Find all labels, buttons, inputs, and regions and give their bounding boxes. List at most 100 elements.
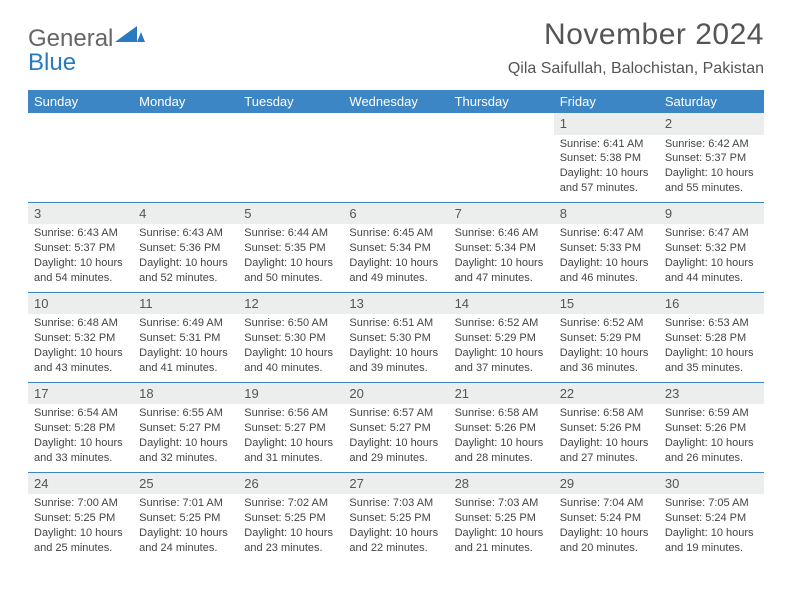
sunset-text: Sunset: 5:31 PM [139, 331, 232, 346]
day-details: Sunrise: 6:48 AMSunset: 5:32 PMDaylight:… [34, 316, 127, 375]
weekday-header: Wednesday [343, 90, 448, 113]
calendar-week-row: 10Sunrise: 6:48 AMSunset: 5:32 PMDayligh… [28, 292, 764, 382]
sunrise-text: Sunrise: 6:48 AM [34, 316, 127, 331]
sunrise-text: Sunrise: 6:54 AM [34, 406, 127, 421]
calendar-day-cell: 28Sunrise: 7:03 AMSunset: 5:25 PMDayligh… [449, 472, 554, 561]
sunset-text: Sunset: 5:24 PM [560, 511, 653, 526]
weekday-header: Monday [133, 90, 238, 113]
day-details: Sunrise: 6:43 AMSunset: 5:37 PMDaylight:… [34, 226, 127, 285]
sunset-text: Sunset: 5:24 PM [665, 511, 758, 526]
sunset-text: Sunset: 5:32 PM [34, 331, 127, 346]
day-number: 20 [343, 383, 448, 405]
sunrise-text: Sunrise: 6:43 AM [34, 226, 127, 241]
day-number: 17 [28, 383, 133, 405]
daylight-text: Daylight: 10 hours and 25 minutes. [34, 526, 127, 556]
sunrise-text: Sunrise: 6:47 AM [560, 226, 653, 241]
calendar-day-cell [449, 113, 554, 202]
page-subtitle: Qila Saifullah, Balochistan, Pakistan [508, 60, 764, 78]
sunrise-text: Sunrise: 6:57 AM [349, 406, 442, 421]
sunset-text: Sunset: 5:29 PM [560, 331, 653, 346]
day-details: Sunrise: 6:50 AMSunset: 5:30 PMDaylight:… [244, 316, 337, 375]
calendar-day-cell [28, 113, 133, 202]
sunrise-text: Sunrise: 7:01 AM [139, 496, 232, 511]
sunrise-text: Sunrise: 6:41 AM [560, 137, 653, 152]
day-number: 22 [554, 383, 659, 405]
calendar-day-cell: 5Sunrise: 6:44 AMSunset: 5:35 PMDaylight… [238, 202, 343, 292]
daylight-text: Daylight: 10 hours and 20 minutes. [560, 526, 653, 556]
daylight-text: Daylight: 10 hours and 26 minutes. [665, 436, 758, 466]
calendar-day-cell: 1Sunrise: 6:41 AMSunset: 5:38 PMDaylight… [554, 113, 659, 202]
day-number: 29 [554, 473, 659, 495]
day-details: Sunrise: 6:43 AMSunset: 5:36 PMDaylight:… [139, 226, 232, 285]
sunset-text: Sunset: 5:29 PM [455, 331, 548, 346]
daylight-text: Daylight: 10 hours and 36 minutes. [560, 346, 653, 376]
sunrise-text: Sunrise: 6:58 AM [560, 406, 653, 421]
day-number: 15 [554, 293, 659, 315]
sunrise-text: Sunrise: 6:46 AM [455, 226, 548, 241]
sunrise-text: Sunrise: 7:00 AM [34, 496, 127, 511]
calendar-day-cell [133, 113, 238, 202]
daylight-text: Daylight: 10 hours and 33 minutes. [34, 436, 127, 466]
calendar-day-cell: 19Sunrise: 6:56 AMSunset: 5:27 PMDayligh… [238, 382, 343, 472]
sunset-text: Sunset: 5:27 PM [244, 421, 337, 436]
calendar-day-cell: 8Sunrise: 6:47 AMSunset: 5:33 PMDaylight… [554, 202, 659, 292]
day-number: 3 [28, 203, 133, 225]
sunrise-text: Sunrise: 7:05 AM [665, 496, 758, 511]
calendar-day-cell: 30Sunrise: 7:05 AMSunset: 5:24 PMDayligh… [659, 472, 764, 561]
daylight-text: Daylight: 10 hours and 46 minutes. [560, 256, 653, 286]
daylight-text: Daylight: 10 hours and 47 minutes. [455, 256, 548, 286]
logo-word-blue: Blue [28, 49, 76, 76]
day-number: 24 [28, 473, 133, 495]
sunrise-text: Sunrise: 7:03 AM [455, 496, 548, 511]
sunset-text: Sunset: 5:25 PM [455, 511, 548, 526]
calendar-day-cell: 14Sunrise: 6:52 AMSunset: 5:29 PMDayligh… [449, 292, 554, 382]
day-details [455, 137, 548, 195]
sunset-text: Sunset: 5:34 PM [455, 241, 548, 256]
calendar-day-cell: 11Sunrise: 6:49 AMSunset: 5:31 PMDayligh… [133, 292, 238, 382]
sunset-text: Sunset: 5:30 PM [349, 331, 442, 346]
calendar-week-row: 1Sunrise: 6:41 AMSunset: 5:38 PMDaylight… [28, 113, 764, 202]
day-number: 1 [554, 113, 659, 135]
calendar-day-cell: 18Sunrise: 6:55 AMSunset: 5:27 PMDayligh… [133, 382, 238, 472]
day-details: Sunrise: 6:58 AMSunset: 5:26 PMDaylight:… [560, 406, 653, 465]
day-number: 12 [238, 293, 343, 315]
day-number: 2 [659, 113, 764, 135]
sunset-text: Sunset: 5:38 PM [560, 151, 653, 166]
calendar-day-cell: 12Sunrise: 6:50 AMSunset: 5:30 PMDayligh… [238, 292, 343, 382]
day-number: 10 [28, 293, 133, 315]
sunset-text: Sunset: 5:26 PM [455, 421, 548, 436]
calendar-day-cell: 7Sunrise: 6:46 AMSunset: 5:34 PMDaylight… [449, 202, 554, 292]
weekday-header: Thursday [449, 90, 554, 113]
day-details: Sunrise: 6:42 AMSunset: 5:37 PMDaylight:… [665, 137, 758, 196]
day-details: Sunrise: 6:44 AMSunset: 5:35 PMDaylight:… [244, 226, 337, 285]
calendar-day-cell: 20Sunrise: 6:57 AMSunset: 5:27 PMDayligh… [343, 382, 448, 472]
sunset-text: Sunset: 5:30 PM [244, 331, 337, 346]
calendar-day-cell: 29Sunrise: 7:04 AMSunset: 5:24 PMDayligh… [554, 472, 659, 561]
calendar-day-cell: 3Sunrise: 6:43 AMSunset: 5:37 PMDaylight… [28, 202, 133, 292]
day-number: 16 [659, 293, 764, 315]
sunrise-text: Sunrise: 6:53 AM [665, 316, 758, 331]
calendar-table: Sunday Monday Tuesday Wednesday Thursday… [28, 90, 764, 562]
weekday-header: Tuesday [238, 90, 343, 113]
daylight-text: Daylight: 10 hours and 21 minutes. [455, 526, 548, 556]
sunset-text: Sunset: 5:25 PM [244, 511, 337, 526]
day-details: Sunrise: 6:59 AMSunset: 5:26 PMDaylight:… [665, 406, 758, 465]
calendar-day-cell: 26Sunrise: 7:02 AMSunset: 5:25 PMDayligh… [238, 472, 343, 561]
calendar-day-cell: 4Sunrise: 6:43 AMSunset: 5:36 PMDaylight… [133, 202, 238, 292]
sunrise-text: Sunrise: 6:56 AM [244, 406, 337, 421]
daylight-text: Daylight: 10 hours and 29 minutes. [349, 436, 442, 466]
day-details: Sunrise: 6:49 AMSunset: 5:31 PMDaylight:… [139, 316, 232, 375]
day-details: Sunrise: 6:51 AMSunset: 5:30 PMDaylight:… [349, 316, 442, 375]
sunrise-text: Sunrise: 6:52 AM [455, 316, 548, 331]
calendar-day-cell: 15Sunrise: 6:52 AMSunset: 5:29 PMDayligh… [554, 292, 659, 382]
weekday-header-row: Sunday Monday Tuesday Wednesday Thursday… [28, 90, 764, 113]
calendar-day-cell [343, 113, 448, 202]
day-number: 13 [343, 293, 448, 315]
daylight-text: Daylight: 10 hours and 41 minutes. [139, 346, 232, 376]
daylight-text: Daylight: 10 hours and 27 minutes. [560, 436, 653, 466]
sunset-text: Sunset: 5:26 PM [665, 421, 758, 436]
day-details: Sunrise: 7:05 AMSunset: 5:24 PMDaylight:… [665, 496, 758, 555]
day-details: Sunrise: 6:52 AMSunset: 5:29 PMDaylight:… [455, 316, 548, 375]
day-number: 19 [238, 383, 343, 405]
sunrise-text: Sunrise: 6:42 AM [665, 137, 758, 152]
